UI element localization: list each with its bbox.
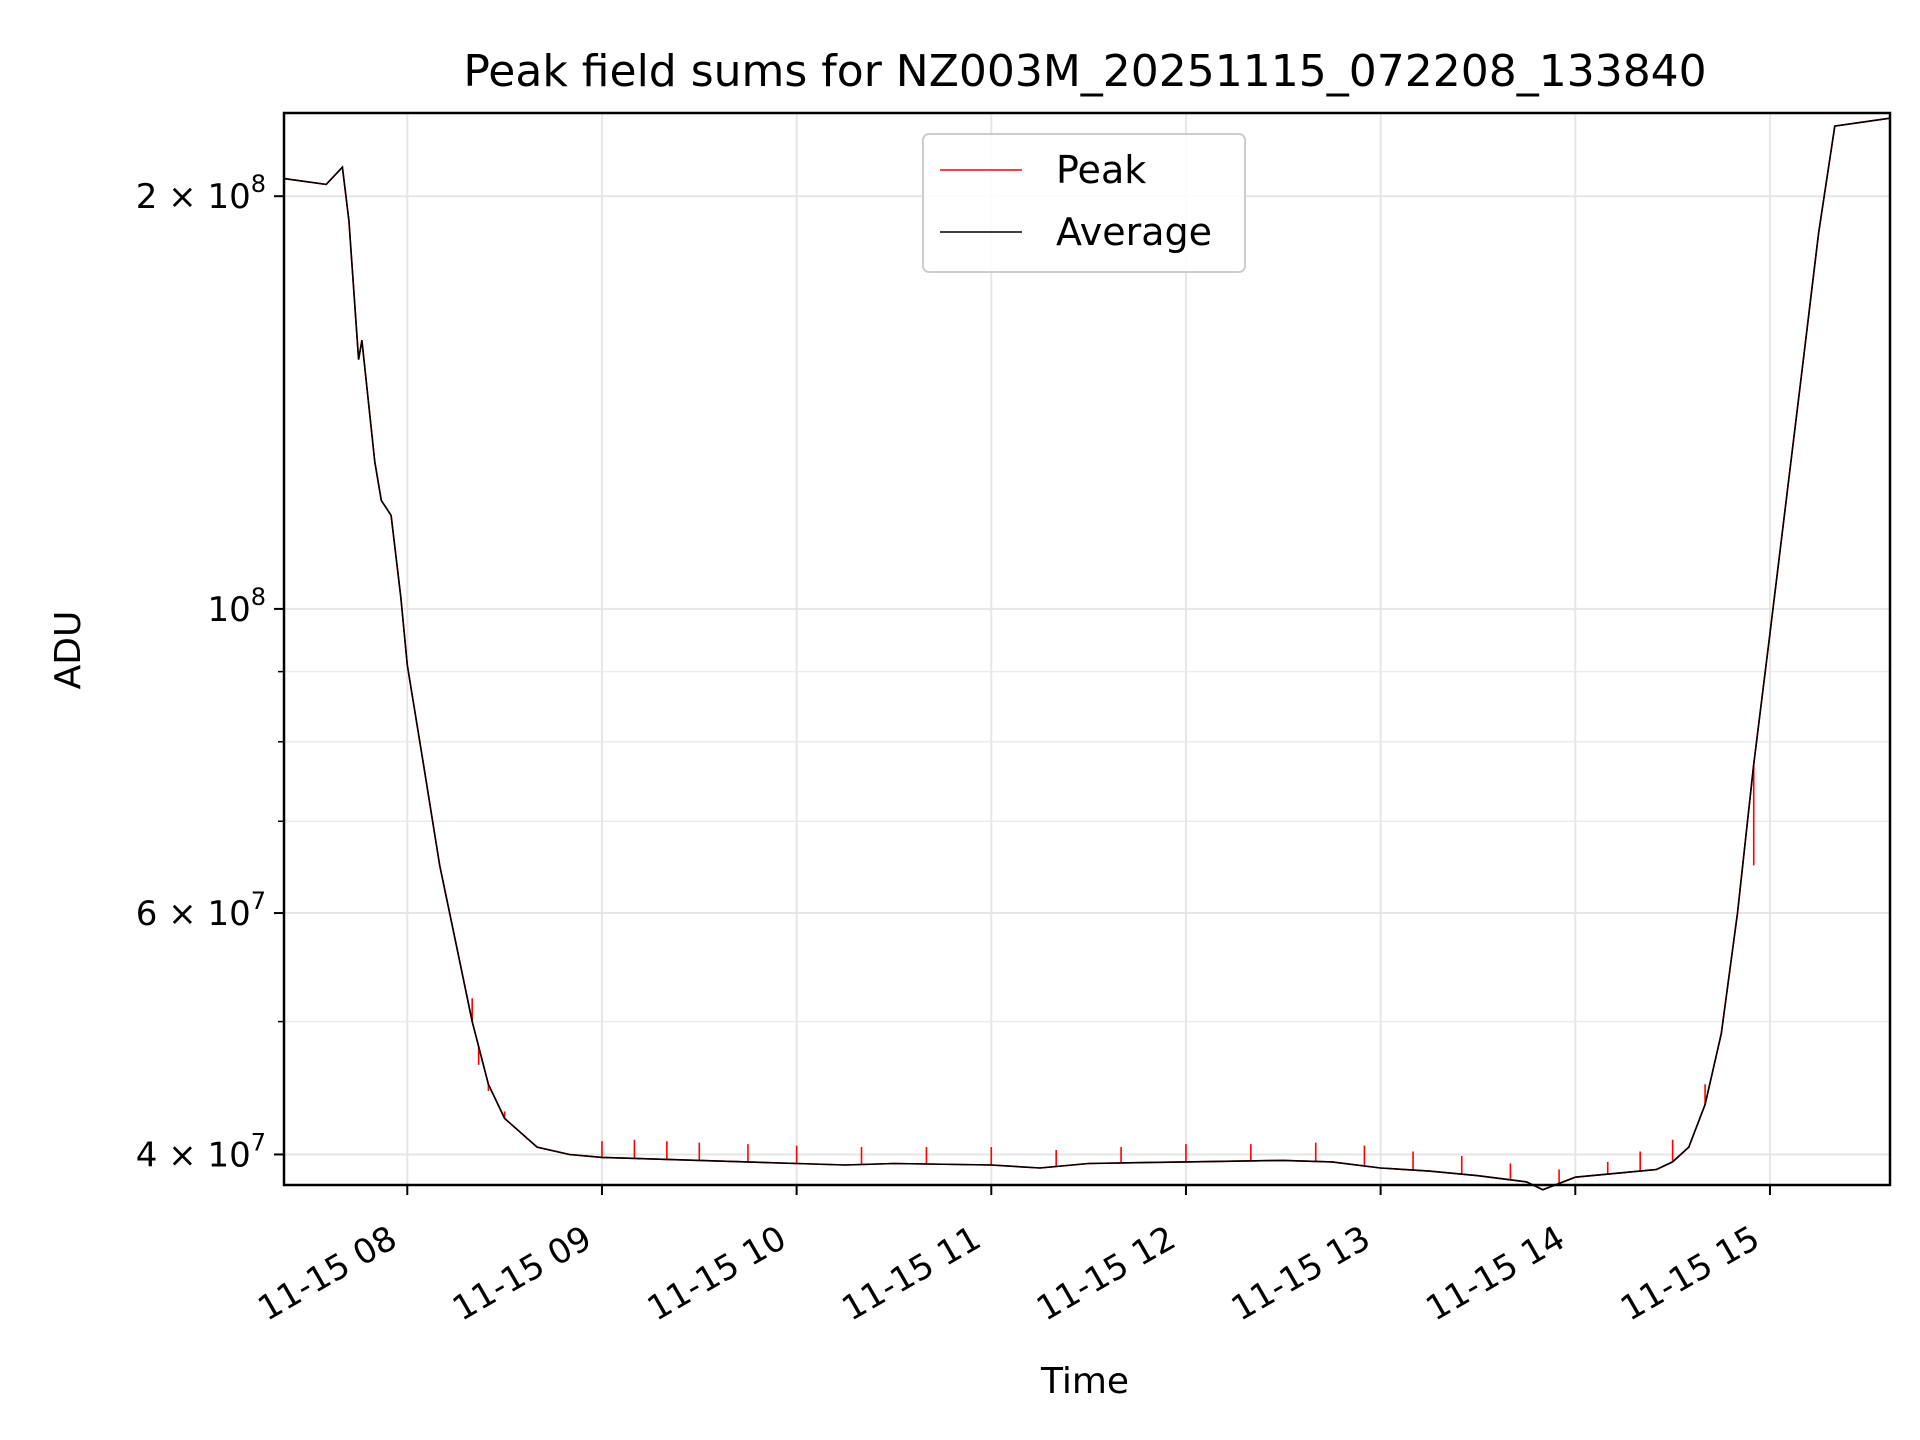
plot-area-background [284, 113, 1890, 1185]
y-tick-label: 4 × 107 [136, 1128, 266, 1175]
legend-box [922, 133, 1246, 273]
legend: Peak Average [922, 133, 1246, 273]
grid [284, 113, 1890, 1185]
y-tick-label: 6 × 107 [136, 887, 266, 934]
chart-title: Peak field sums for NZ003M_20251115_0722… [463, 46, 1706, 97]
legend-average-label: Average [1056, 210, 1212, 254]
plot-frame [282, 111, 1892, 1187]
y-axis-label: ADU [48, 611, 89, 690]
y-tick-label: 2 × 108 [136, 170, 266, 217]
x-axis-label: Time [1040, 1361, 1129, 1402]
legend-peak-label: Peak [1056, 148, 1146, 192]
average-series [283, 117, 1891, 1191]
average-line [283, 117, 1891, 1191]
